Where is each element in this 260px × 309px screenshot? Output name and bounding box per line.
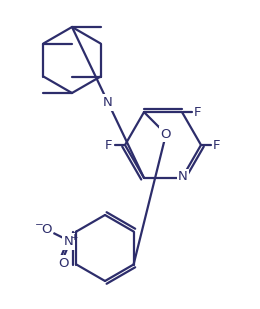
Text: −: − — [35, 219, 44, 230]
Text: O: O — [161, 128, 171, 141]
Text: O: O — [41, 223, 52, 236]
Text: F: F — [194, 106, 202, 119]
Text: N: N — [178, 170, 188, 184]
Text: F: F — [213, 138, 221, 151]
Text: F: F — [105, 138, 113, 151]
Text: N: N — [63, 235, 73, 248]
Text: N: N — [103, 96, 113, 109]
Text: O: O — [58, 257, 69, 270]
Text: +: + — [70, 233, 77, 242]
